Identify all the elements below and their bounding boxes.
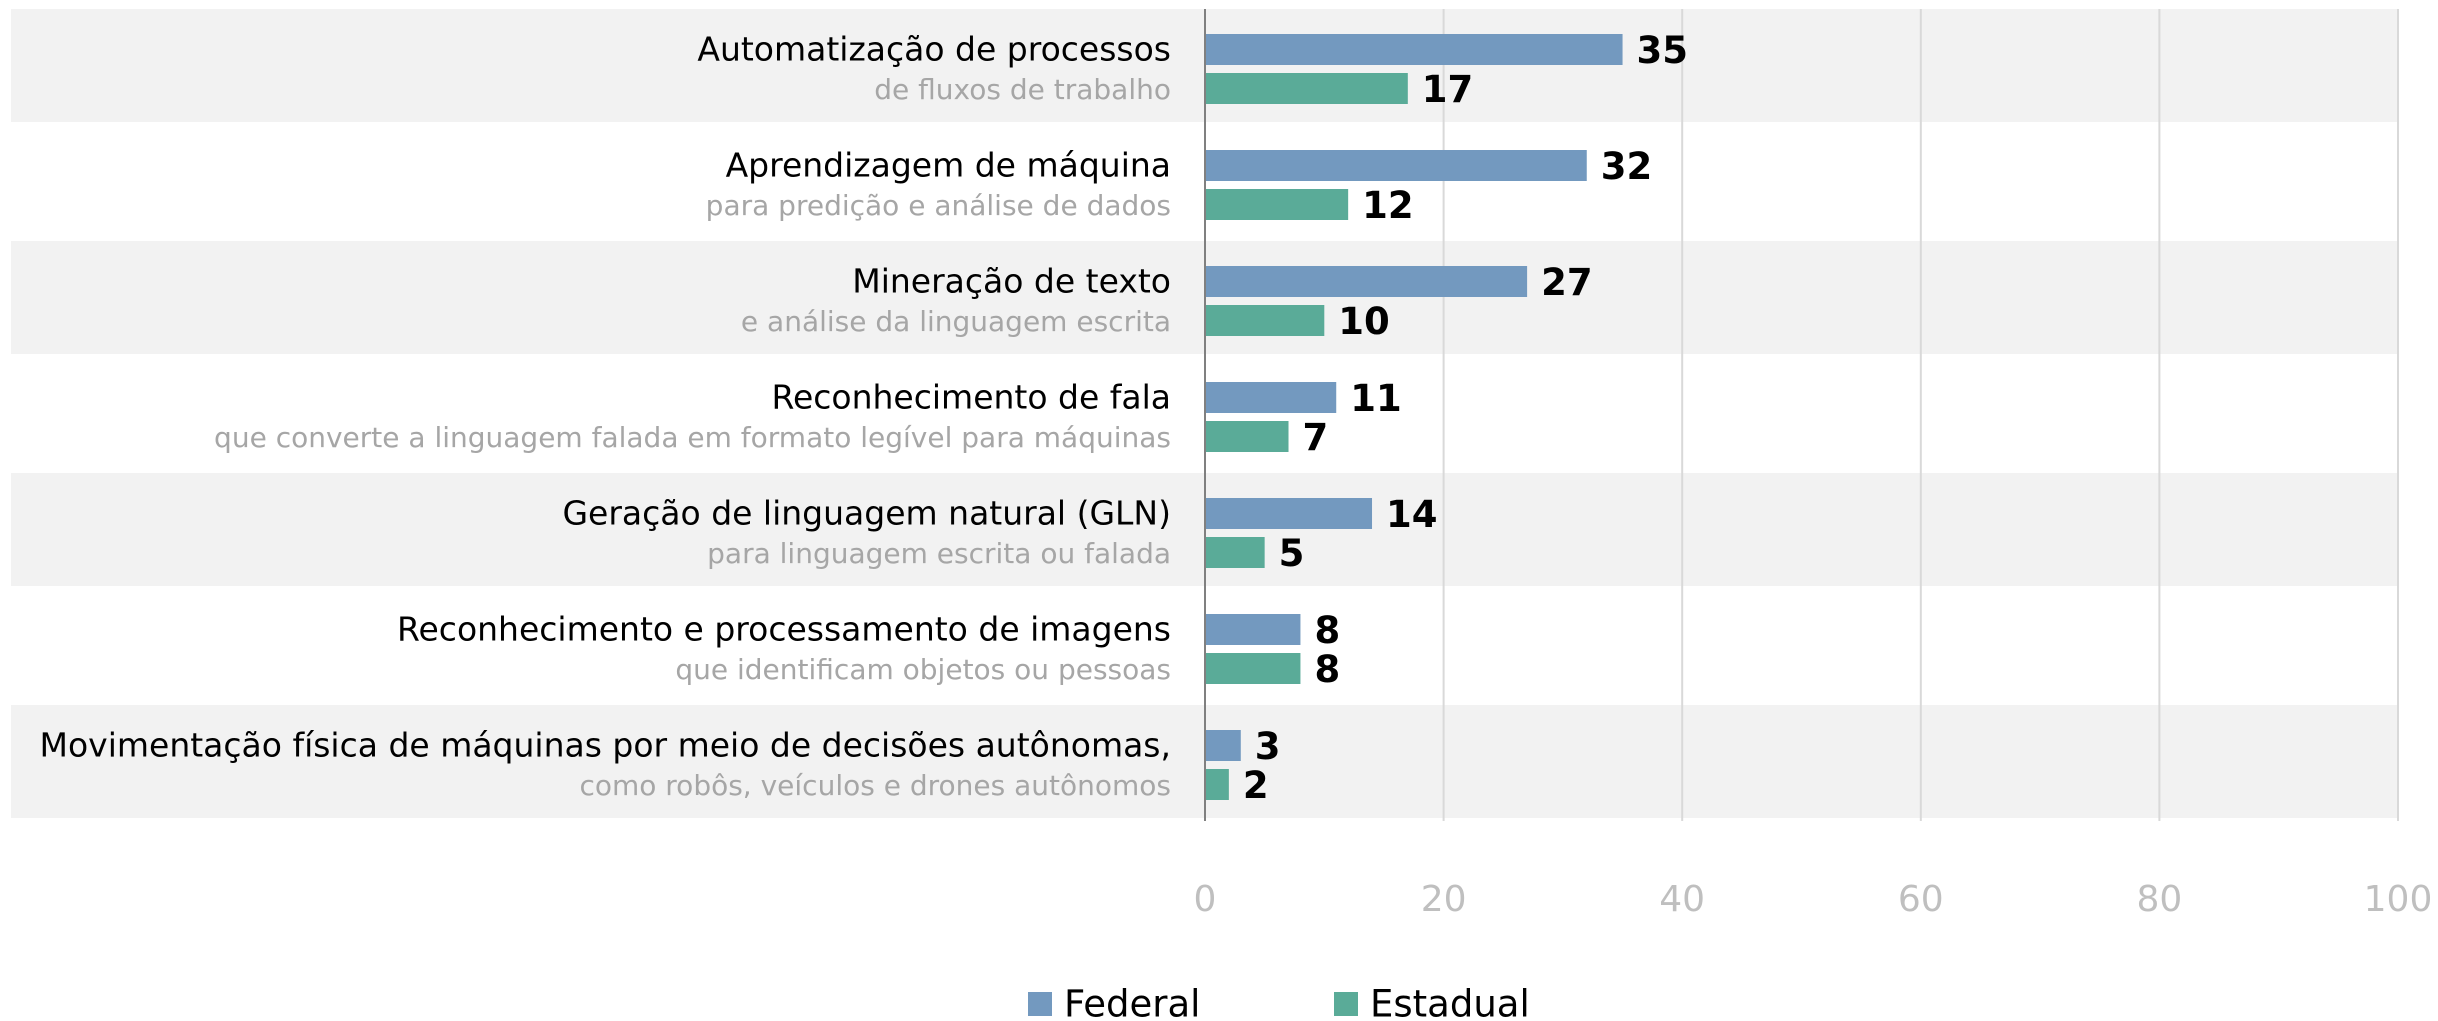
value-label: 35 — [1637, 29, 1689, 72]
category-note: para predição e análise de dados — [706, 189, 1171, 222]
value-label: 11 — [1350, 377, 1402, 420]
value-label: 7 — [1303, 416, 1329, 459]
legend-label: Federal — [1064, 983, 1200, 1021]
bar — [1205, 421, 1289, 452]
value-label: 8 — [1314, 609, 1340, 652]
bar — [1205, 614, 1301, 645]
bar — [1205, 266, 1528, 297]
bar — [1205, 537, 1265, 568]
x-tick-label: 80 — [2136, 879, 2182, 920]
x-tick-label: 20 — [1421, 879, 1467, 920]
legend-label: Estadual — [1370, 983, 1530, 1021]
category-label: Aprendizagem de máquina — [726, 146, 1171, 185]
value-label: 8 — [1314, 648, 1340, 691]
category-note: que converte a linguagem falada em forma… — [214, 421, 1171, 454]
category-note: de fluxos de trabalho — [874, 73, 1171, 106]
bar — [1205, 189, 1349, 220]
value-label: 27 — [1541, 261, 1593, 304]
category-label: Automatização de processos — [697, 30, 1171, 69]
bar — [1205, 305, 1325, 336]
bar — [1205, 34, 1623, 65]
category-note: para linguagem escrita ou falada — [707, 537, 1171, 570]
category-label: Reconhecimento de fala — [772, 378, 1171, 417]
x-tick-label: 100 — [2364, 879, 2433, 920]
value-label: 32 — [1601, 145, 1653, 188]
category-label: Mineração de texto — [852, 262, 1171, 301]
legend-swatch — [1028, 992, 1052, 1016]
value-label: 3 — [1255, 725, 1281, 768]
value-label: 5 — [1279, 532, 1305, 575]
category-note: que identificam objetos ou pessoas — [675, 653, 1171, 686]
bar — [1205, 730, 1241, 761]
category-note: e análise da linguagem escrita — [741, 305, 1171, 338]
category-note: como robôs, veículos e drones autônomos — [579, 769, 1171, 802]
value-label: 2 — [1243, 764, 1269, 807]
category-label: Reconhecimento e processamento de imagen… — [397, 610, 1171, 649]
x-tick-label: 40 — [1659, 879, 1705, 920]
bar — [1205, 73, 1408, 104]
category-label: Movimentação física de máquinas por meio… — [40, 726, 1171, 765]
value-label: 17 — [1422, 68, 1474, 111]
value-label: 14 — [1386, 493, 1438, 536]
x-tick-label: 60 — [1898, 879, 1944, 920]
legend-swatch — [1334, 992, 1358, 1016]
bar — [1205, 382, 1337, 413]
value-label: 10 — [1338, 300, 1390, 343]
bar — [1205, 150, 1587, 181]
category-label: Geração de linguagem natural (GLN) — [562, 494, 1171, 533]
x-tick-label: 0 — [1194, 879, 1217, 920]
value-label: 12 — [1362, 184, 1414, 227]
bar — [1205, 769, 1229, 800]
bar — [1205, 653, 1301, 684]
bar — [1205, 498, 1373, 529]
